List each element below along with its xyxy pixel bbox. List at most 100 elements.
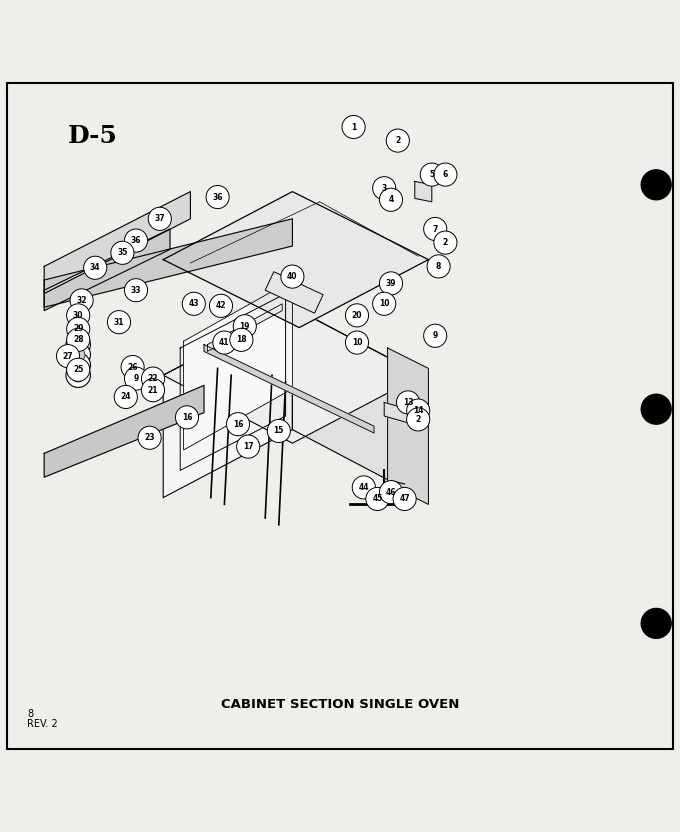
Polygon shape [184, 280, 292, 450]
Text: 24: 24 [120, 393, 131, 402]
Text: 32: 32 [76, 296, 87, 305]
Circle shape [407, 399, 430, 422]
Circle shape [396, 391, 420, 414]
Text: 20: 20 [352, 311, 362, 319]
Circle shape [366, 488, 389, 511]
Circle shape [434, 163, 457, 186]
Text: 26: 26 [127, 363, 138, 372]
Circle shape [424, 217, 447, 240]
Text: 2: 2 [443, 238, 448, 247]
Polygon shape [204, 344, 374, 433]
Circle shape [124, 229, 148, 252]
Circle shape [641, 608, 671, 638]
Text: 13: 13 [403, 398, 413, 407]
Circle shape [71, 359, 85, 372]
Text: CABINET SECTION SINGLE OVEN: CABINET SECTION SINGLE OVEN [221, 699, 459, 711]
Polygon shape [207, 304, 282, 351]
Text: 23: 23 [144, 433, 155, 443]
Text: 45: 45 [372, 494, 383, 503]
Text: 40: 40 [287, 272, 298, 281]
Circle shape [66, 353, 90, 377]
Circle shape [373, 292, 396, 315]
Circle shape [420, 163, 443, 186]
Circle shape [281, 265, 304, 288]
Polygon shape [415, 181, 432, 202]
Circle shape [124, 367, 148, 390]
Bar [265, 272, 323, 313]
Circle shape [84, 256, 107, 280]
Circle shape [379, 481, 403, 503]
Circle shape [124, 279, 148, 302]
Text: 2: 2 [415, 415, 421, 423]
Text: 22: 22 [148, 374, 158, 383]
Circle shape [138, 426, 161, 449]
Text: 27: 27 [63, 352, 73, 360]
Polygon shape [163, 307, 292, 498]
Text: 19: 19 [239, 322, 250, 331]
Text: 36: 36 [131, 236, 141, 245]
Circle shape [379, 272, 403, 295]
Circle shape [71, 369, 85, 382]
Circle shape [345, 304, 369, 327]
Text: 16: 16 [182, 413, 192, 422]
Text: 10: 10 [352, 338, 362, 347]
Text: 33: 33 [131, 285, 141, 295]
Text: 41: 41 [219, 338, 230, 347]
Text: 14: 14 [413, 406, 424, 415]
Text: 15: 15 [273, 427, 284, 435]
Circle shape [67, 359, 90, 381]
Circle shape [267, 419, 290, 443]
Circle shape [641, 394, 671, 424]
Polygon shape [44, 229, 170, 310]
Circle shape [66, 363, 90, 388]
Circle shape [141, 379, 165, 402]
Circle shape [342, 116, 365, 139]
Circle shape [233, 314, 256, 338]
Text: 9: 9 [432, 331, 438, 340]
Text: 17: 17 [243, 442, 254, 451]
Text: REV. 2: REV. 2 [27, 719, 58, 729]
Text: 47: 47 [399, 494, 410, 503]
Circle shape [237, 435, 260, 458]
Circle shape [71, 348, 85, 362]
Circle shape [66, 343, 90, 367]
Circle shape [206, 186, 229, 209]
Circle shape [67, 329, 90, 351]
Text: 25: 25 [73, 365, 84, 374]
Polygon shape [384, 403, 408, 423]
Circle shape [213, 331, 236, 354]
Polygon shape [44, 191, 190, 294]
Circle shape [352, 476, 375, 499]
Circle shape [434, 231, 457, 254]
Circle shape [141, 367, 165, 390]
Text: 29: 29 [73, 324, 84, 334]
Text: 30: 30 [73, 311, 84, 319]
Circle shape [70, 289, 93, 312]
Text: 46: 46 [386, 488, 396, 497]
Text: 18: 18 [236, 335, 247, 344]
Circle shape [407, 408, 430, 431]
Text: 44: 44 [358, 483, 369, 492]
Text: 16: 16 [233, 419, 243, 428]
Polygon shape [44, 385, 204, 478]
Circle shape [424, 324, 447, 347]
Text: 9: 9 [133, 374, 139, 383]
Circle shape [71, 338, 85, 351]
Text: D-5: D-5 [68, 124, 118, 147]
Circle shape [379, 188, 403, 211]
Circle shape [427, 255, 450, 278]
Circle shape [175, 406, 199, 429]
Circle shape [226, 413, 250, 436]
Text: 35: 35 [117, 248, 128, 257]
Text: 3: 3 [381, 184, 387, 193]
Text: 28: 28 [73, 335, 84, 344]
Circle shape [114, 385, 137, 409]
Circle shape [67, 317, 90, 340]
Circle shape [386, 129, 409, 152]
Circle shape [641, 170, 671, 200]
Text: 34: 34 [90, 263, 101, 272]
Text: 5: 5 [429, 170, 435, 179]
Text: 10: 10 [379, 300, 390, 309]
Circle shape [111, 241, 134, 265]
Polygon shape [292, 307, 422, 498]
